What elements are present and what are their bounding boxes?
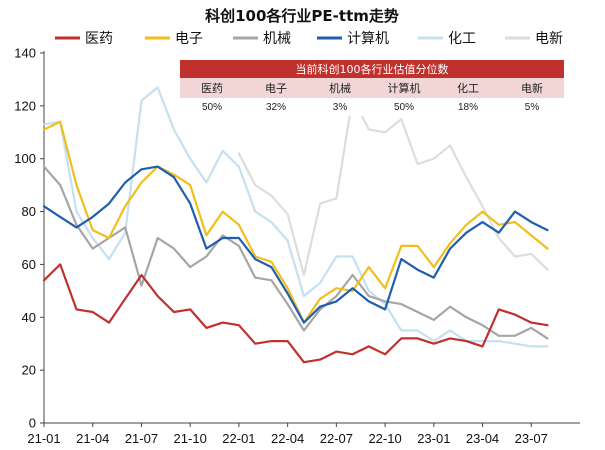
series-layer — [42, 86, 549, 364]
legend-label: 医药 — [85, 31, 113, 47]
table-header-cell: 化工 — [457, 81, 479, 95]
legend-label: 电新 — [535, 31, 563, 47]
table-title-bar — [180, 60, 564, 78]
table-cells: 医药 电子 机械 计算机 化工 电新 50% 32% 3% 50% 18% 5% — [201, 81, 543, 113]
y-tick-label: 60 — [22, 257, 36, 272]
x-tick-label: 21-04 — [76, 431, 109, 446]
table-value-cell: 50% — [394, 102, 414, 113]
table-title: 当前科创100各行业估值分位数 — [296, 62, 449, 76]
table-header-cell: 医药 — [201, 82, 223, 95]
y-tick-label: 120 — [14, 98, 36, 113]
x-tick-label: 22-07 — [320, 431, 353, 446]
series-line-3 — [42, 165, 549, 324]
legend-label: 电子 — [175, 31, 203, 47]
table-value-bar — [180, 98, 564, 116]
table-value-cell: 50% — [202, 102, 222, 113]
valuation-table: 当前科创100各行业估值分位数 医药 电子 机械 计算机 化工 电新 50% 32% 3% 50%… — [180, 60, 564, 116]
series-line-2 — [42, 165, 549, 340]
series-line-5 — [237, 96, 549, 277]
x-tick-label: 22-04 — [271, 431, 304, 446]
x-tick-label: 21-10 — [174, 431, 207, 446]
legend-label: 计算机 — [347, 31, 389, 47]
table-header-cell: 电新 — [521, 81, 543, 95]
chart-title: 科创100各行业PE-ttm走势 — [205, 7, 399, 25]
y-tick-label: 40 — [22, 310, 36, 325]
table-value-cell: 18% — [458, 102, 478, 113]
x-tick-label: 22-10 — [368, 431, 401, 446]
legend-label: 化工 — [448, 31, 476, 47]
x-axis: 21-01 21-04 21-07 21-10 22-01 22-04 22-07 22-10… — [27, 422, 580, 446]
table-header-bar — [180, 78, 564, 98]
y-tick-label: 20 — [22, 363, 36, 378]
x-tick-label: 21-01 — [27, 431, 60, 446]
table-value-cell: 5% — [525, 102, 540, 113]
x-tick-label: 23-01 — [417, 431, 450, 446]
series-line-0 — [42, 263, 549, 364]
legend-label: 机械 — [263, 31, 291, 47]
y-axis: 0 20 40 60 80 100 120 140 — [14, 46, 45, 431]
table-value-cell: 3% — [333, 102, 348, 113]
x-tick-label: 22-01 — [222, 431, 255, 446]
table-value-cell: 32% — [266, 102, 286, 113]
x-tick-label: 23-07 — [515, 431, 548, 446]
series-line-4 — [42, 86, 549, 348]
x-tick-label: 23-04 — [466, 431, 499, 446]
x-tick-label: 21-07 — [125, 431, 158, 446]
y-tick-label: 100 — [14, 151, 36, 166]
series-line-1 — [42, 120, 549, 324]
y-tick-label: 80 — [22, 204, 36, 219]
table-header-cell: 机械 — [329, 81, 351, 95]
y-tick-label: 0 — [29, 416, 36, 431]
table-header-cell: 计算机 — [388, 81, 421, 95]
y-tick-label: 140 — [14, 46, 36, 61]
legend: 医药 电子 机械 计算机 化工 电新 — [55, 31, 563, 47]
table-header-cell: 电子 — [265, 82, 287, 95]
